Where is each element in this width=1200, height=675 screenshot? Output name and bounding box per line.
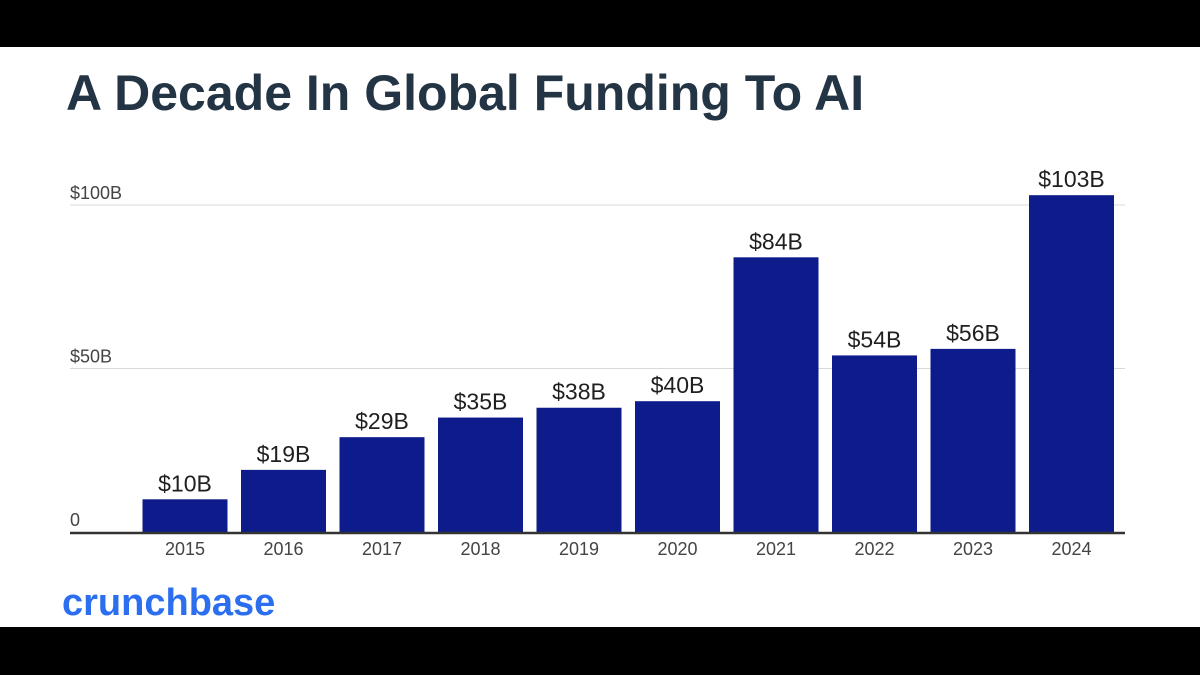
x-tick-label: 2018 bbox=[460, 539, 500, 559]
bar-2024 bbox=[1029, 195, 1114, 532]
y-tick-label: 0 bbox=[70, 510, 80, 530]
x-tick-label: 2017 bbox=[362, 539, 402, 559]
data-label: $40B bbox=[651, 372, 705, 398]
data-label: $29B bbox=[355, 408, 409, 434]
x-tick-label: 2023 bbox=[953, 539, 993, 559]
letterbox-bottom bbox=[0, 627, 1200, 675]
data-label: $38B bbox=[552, 379, 606, 405]
y-tick-label: $100B bbox=[70, 183, 122, 203]
data-label: $10B bbox=[158, 470, 212, 496]
x-tick-label: 2024 bbox=[1051, 539, 1091, 559]
data-label: $103B bbox=[1038, 166, 1105, 192]
data-label: $35B bbox=[454, 389, 508, 415]
bar-2018 bbox=[438, 417, 523, 532]
data-label: $84B bbox=[749, 228, 803, 254]
bar-2021 bbox=[733, 257, 819, 532]
bar-2020 bbox=[635, 401, 720, 532]
data-label: $19B bbox=[257, 441, 311, 467]
crunchbase-logo: crunchbase bbox=[62, 582, 276, 624]
x-tick-label: 2019 bbox=[559, 539, 599, 559]
y-tick-label: $50B bbox=[70, 347, 112, 367]
data-label: $56B bbox=[946, 320, 1000, 346]
bar-2016 bbox=[241, 469, 326, 532]
x-tick-label: 2016 bbox=[263, 539, 303, 559]
bar-2022 bbox=[832, 355, 917, 532]
bar-2019 bbox=[536, 407, 622, 532]
bar-chart: 0 $50B $100B $10B 2015 $19B 2016 $29B 2017 $35B 20… bbox=[70, 166, 1125, 559]
bar-2023 bbox=[930, 348, 1016, 532]
data-label: $54B bbox=[848, 326, 902, 352]
bar-2015 bbox=[142, 499, 228, 532]
chart-title: A Decade In Global Funding To AI bbox=[66, 65, 865, 121]
x-tick-label: 2022 bbox=[854, 539, 894, 559]
bar-2017 bbox=[339, 437, 425, 532]
x-tick-label: 2015 bbox=[165, 539, 205, 559]
x-tick-label: 2021 bbox=[756, 539, 796, 559]
slide: A Decade In Global Funding To AI 0 $50B $1… bbox=[0, 47, 1200, 627]
x-tick-label: 2020 bbox=[657, 539, 697, 559]
letterbox-top bbox=[0, 0, 1200, 47]
